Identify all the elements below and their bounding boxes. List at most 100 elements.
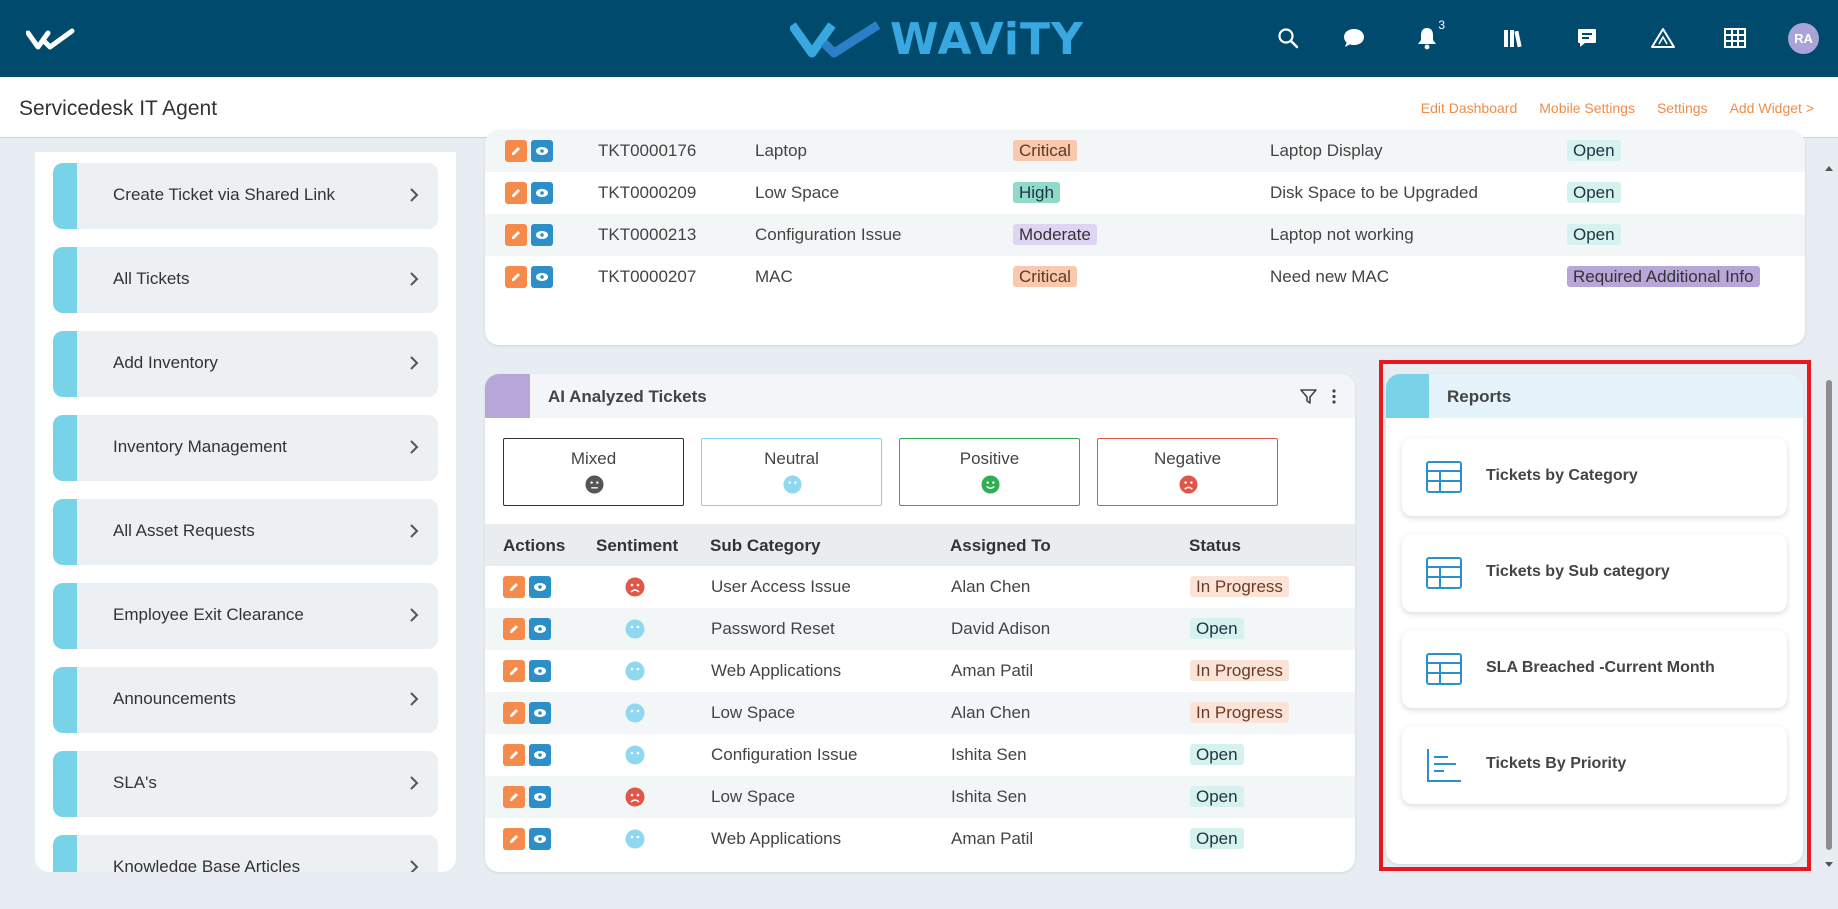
report-label: SLA Breached -Current Month <box>1486 659 1715 676</box>
item-accent <box>53 667 77 733</box>
sentiment-filter-mixed[interactable]: Mixed <box>503 438 684 506</box>
ai-analyzed-tickets-card: AI Analyzed Tickets Mixed Neutral Positi… <box>485 374 1355 872</box>
ticket-id[interactable]: TKT0000209 <box>598 183 697 202</box>
status-badge: Open <box>1190 786 1244 807</box>
negative-face-icon <box>625 787 645 807</box>
report-tickets-by-sub-category[interactable]: Tickets by Sub category <box>1402 534 1787 612</box>
sidebar-item-slas[interactable]: SLA's <box>53 751 438 817</box>
sidebar-item-knowledge-base[interactable]: Knowledge Base Articles <box>53 835 438 872</box>
ticket-id[interactable]: TKT0000176 <box>598 141 697 160</box>
view-icon[interactable] <box>529 702 551 724</box>
column-header[interactable]: Status <box>1189 536 1241 555</box>
notification-count: 3 <box>1438 18 1445 32</box>
item-accent <box>53 415 77 481</box>
card-header: Reports <box>1386 374 1803 418</box>
column-header[interactable]: Sentiment <box>596 536 679 555</box>
sentiment-filter-negative[interactable]: Negative <box>1097 438 1278 506</box>
column-header[interactable]: Assigned To <box>950 536 1051 555</box>
column-header: Actions <box>503 536 566 555</box>
dashboard-actions: Edit Dashboard Mobile Settings Settings … <box>1421 100 1814 116</box>
sidebar-item-all-tickets[interactable]: All Tickets <box>53 247 438 313</box>
scroll-thumb[interactable] <box>1826 380 1832 850</box>
scroll-up-icon[interactable] <box>1825 166 1833 171</box>
report-tickets-by-priority[interactable]: Tickets By Priority <box>1402 726 1787 804</box>
status-badge: Open <box>1190 828 1244 849</box>
avatar[interactable]: RA <box>1788 23 1819 54</box>
scroll-down-icon[interactable] <box>1825 862 1833 867</box>
edit-dashboard-link[interactable]: Edit Dashboard <box>1420 100 1518 116</box>
view-icon[interactable] <box>531 224 553 246</box>
mobile-settings-link[interactable]: Mobile Settings <box>1539 100 1635 116</box>
page-scrollbar[interactable] <box>1822 160 1836 875</box>
sentiment-filter-neutral[interactable]: Neutral <box>701 438 882 506</box>
table-row: Low Space Ishita Sen Open <box>485 776 1355 818</box>
neutral-face-icon <box>625 829 645 849</box>
edit-icon[interactable] <box>503 618 525 640</box>
view-icon[interactable] <box>529 618 551 640</box>
bell-icon[interactable]: 3 <box>1413 18 1445 52</box>
add-widget-link[interactable]: Add Widget > <box>1729 100 1814 116</box>
search-icon[interactable] <box>1274 24 1302 52</box>
edit-icon[interactable] <box>505 224 527 246</box>
neutral-face-icon <box>783 475 802 494</box>
view-icon[interactable] <box>529 576 551 598</box>
table-row: Password Reset David Adison Open <box>485 608 1355 650</box>
sidebar-item-announcements[interactable]: Announcements <box>53 667 438 733</box>
settings-link[interactable]: Settings <box>1656 100 1708 116</box>
sidebar-item-label: Knowledge Base Articles <box>113 857 301 872</box>
view-icon[interactable] <box>531 140 553 162</box>
sub-category: Low Space <box>711 787 796 806</box>
ticket-id[interactable]: TKT0000207 <box>598 267 697 286</box>
report-tickets-by-category[interactable]: Tickets by Category <box>1402 438 1787 516</box>
view-icon[interactable] <box>529 744 551 766</box>
edit-icon[interactable] <box>503 744 525 766</box>
sentiment-filter-positive[interactable]: Positive <box>899 438 1080 506</box>
edit-icon[interactable] <box>503 702 525 724</box>
more-options-icon[interactable] <box>1331 388 1337 405</box>
sidebar-item-exit-clearance[interactable]: Employee Exit Clearance <box>53 583 438 649</box>
sidebar-item-add-inventory[interactable]: Add Inventory <box>53 331 438 397</box>
sidebar-item-label: Create Ticket via Shared Link <box>113 185 336 204</box>
sidebar-item-inventory-management[interactable]: Inventory Management <box>53 415 438 481</box>
sub-category: Web Applications <box>711 829 842 848</box>
edit-icon[interactable] <box>503 786 525 808</box>
priority-badge: Critical <box>1013 140 1077 161</box>
edit-icon[interactable] <box>503 828 525 850</box>
view-icon[interactable] <box>529 828 551 850</box>
brand-logo: WAViTY <box>790 14 1084 65</box>
sub-category: Low Space <box>711 703 796 722</box>
feedback-icon[interactable] <box>1573 24 1601 52</box>
item-accent <box>53 247 77 313</box>
chat-icon[interactable] <box>1340 24 1368 52</box>
assigned-to: Ishita Sen <box>951 745 1027 764</box>
sidebar-item-label: Announcements <box>113 689 236 708</box>
chevron-right-icon <box>410 776 419 790</box>
chevron-right-icon <box>410 188 419 202</box>
edit-icon[interactable] <box>505 266 527 288</box>
report-sla-breached[interactable]: SLA Breached -Current Month <box>1402 630 1787 708</box>
assigned-to: Alan Chen <box>951 703 1031 722</box>
edit-icon[interactable] <box>503 576 525 598</box>
view-icon[interactable] <box>529 660 551 682</box>
report-label: Tickets by Sub category <box>1486 563 1670 580</box>
status-badge: Open <box>1567 140 1621 161</box>
edit-icon[interactable] <box>505 182 527 204</box>
item-accent <box>53 331 77 397</box>
view-icon[interactable] <box>531 182 553 204</box>
edit-icon[interactable] <box>505 140 527 162</box>
warning-icon[interactable] <box>1649 24 1677 52</box>
grid-icon[interactable] <box>1721 24 1749 52</box>
chevron-right-icon <box>410 272 419 286</box>
filter-icon[interactable] <box>1300 388 1317 405</box>
view-icon[interactable] <box>531 266 553 288</box>
header-accent <box>485 374 530 418</box>
ticket-id[interactable]: TKT0000213 <box>598 225 697 244</box>
column-header[interactable]: Sub Category <box>710 536 821 555</box>
library-icon[interactable] <box>1499 24 1527 52</box>
sidebar-item-create-ticket[interactable]: Create Ticket via Shared Link <box>53 163 438 229</box>
table-icon <box>1426 557 1462 589</box>
view-icon[interactable] <box>529 786 551 808</box>
sidebar-item-asset-requests[interactable]: All Asset Requests <box>53 499 438 565</box>
app-logo-icon[interactable] <box>26 27 76 51</box>
edit-icon[interactable] <box>503 660 525 682</box>
